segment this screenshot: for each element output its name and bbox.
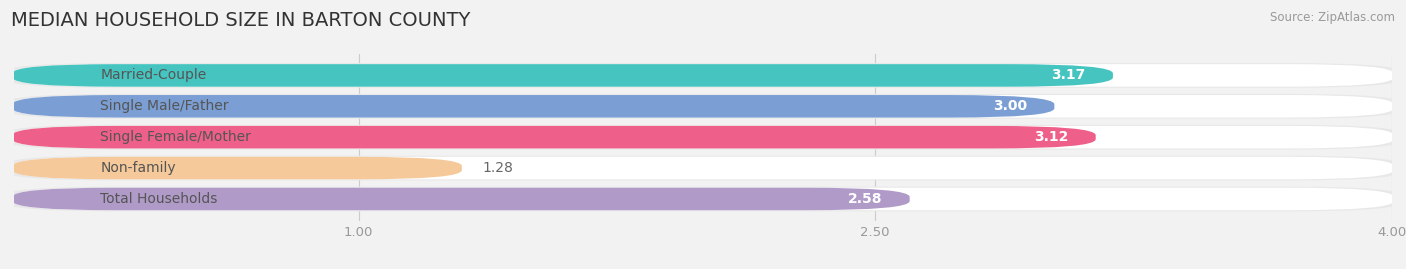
- FancyBboxPatch shape: [0, 125, 1406, 150]
- FancyBboxPatch shape: [0, 156, 1406, 180]
- Text: 2.58: 2.58: [848, 192, 882, 206]
- FancyBboxPatch shape: [13, 188, 910, 210]
- Text: Non-family: Non-family: [100, 161, 176, 175]
- FancyBboxPatch shape: [0, 187, 1406, 211]
- Text: 3.00: 3.00: [993, 99, 1026, 113]
- FancyBboxPatch shape: [13, 95, 1054, 118]
- FancyBboxPatch shape: [13, 64, 1114, 87]
- Text: Single Male/Father: Single Male/Father: [100, 99, 229, 113]
- Text: 3.12: 3.12: [1033, 130, 1069, 144]
- FancyBboxPatch shape: [13, 64, 1393, 87]
- FancyBboxPatch shape: [13, 188, 1393, 210]
- FancyBboxPatch shape: [13, 95, 1393, 118]
- FancyBboxPatch shape: [13, 157, 1393, 179]
- Text: Total Households: Total Households: [100, 192, 218, 206]
- FancyBboxPatch shape: [13, 126, 1393, 148]
- Text: 1.28: 1.28: [482, 161, 513, 175]
- Text: 3.17: 3.17: [1052, 68, 1085, 82]
- FancyBboxPatch shape: [13, 157, 463, 179]
- Text: MEDIAN HOUSEHOLD SIZE IN BARTON COUNTY: MEDIAN HOUSEHOLD SIZE IN BARTON COUNTY: [11, 11, 471, 30]
- Text: Source: ZipAtlas.com: Source: ZipAtlas.com: [1270, 11, 1395, 24]
- Text: Married-Couple: Married-Couple: [100, 68, 207, 82]
- Text: Single Female/Mother: Single Female/Mother: [100, 130, 252, 144]
- FancyBboxPatch shape: [0, 94, 1406, 119]
- FancyBboxPatch shape: [0, 63, 1406, 88]
- FancyBboxPatch shape: [13, 126, 1095, 148]
